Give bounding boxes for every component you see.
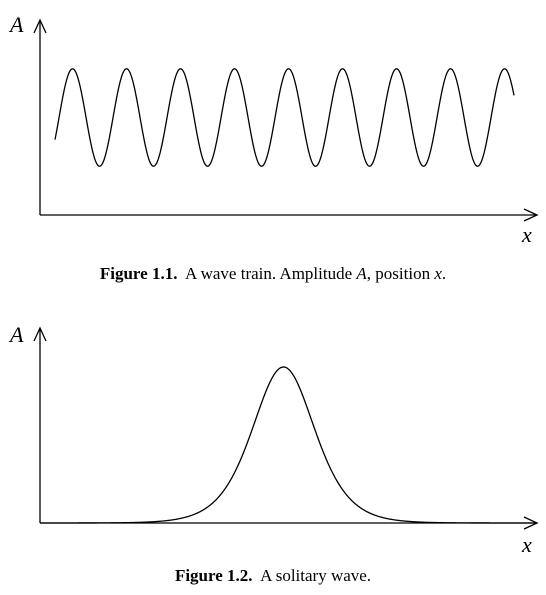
y-axis-arrowhead (33, 18, 47, 34)
x-axis-arrowhead (523, 208, 539, 222)
x-axis-label: x (522, 532, 532, 557)
figure-1-1: A x Figure 1.1. A wave train. Amplitude … (0, 0, 546, 283)
y-axis-arrowhead (33, 326, 47, 342)
caption-var-2: x (434, 264, 442, 283)
solitary-wave-curve (40, 366, 537, 524)
caption-text-2: , position (366, 264, 431, 283)
y-axis-label: A (10, 322, 24, 347)
solitary-wave-plot (33, 326, 539, 530)
wave-train-curve (54, 68, 515, 167)
caption-var-1: A (356, 264, 367, 283)
figure-caption: Figure 1.1. A wave train. Amplitude A, p… (0, 264, 546, 284)
x-axis-label: x (522, 222, 532, 247)
figure-caption: Figure 1.2. A solitary wave. (0, 566, 546, 586)
figure-1-2: A x Figure 1.2. A solitary wave. (0, 318, 546, 585)
caption-text-1: A wave train. Amplitude (185, 264, 353, 283)
y-axis-label: A (10, 12, 24, 37)
caption-text-3: . (441, 264, 447, 283)
wave-train-plot (33, 18, 539, 222)
caption-text: A solitary wave. (260, 566, 372, 585)
figure-number: Figure 1.2. (174, 566, 253, 585)
figure-number: Figure 1.1. (99, 264, 178, 283)
